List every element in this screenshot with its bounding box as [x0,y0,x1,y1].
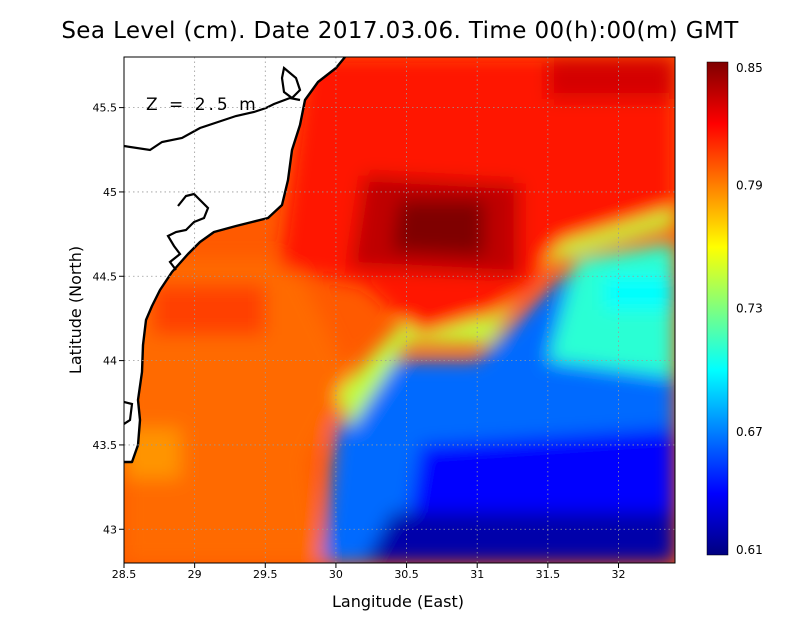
colorbar-tick-label: 0.61 [736,543,763,557]
field-patch [152,284,266,336]
y-tick-label: 43 [103,523,117,536]
river-inlet [280,65,302,100]
x-tick-label: 30.5 [394,568,419,581]
colorbar-tick-label: 0.79 [736,178,763,192]
y-tick-label: 45.5 [93,102,118,115]
lagoon-shore [166,192,210,271]
y-tick-label: 44 [103,355,117,368]
x-axis-title: Langitude (East) [332,592,464,611]
y-tick-label: 45 [103,186,117,199]
colorbar-frame [706,61,729,556]
plot-title: Sea Level (cm). Date 2017.03.06. Time 00… [61,18,739,44]
colorbar-tick-label: 0.67 [736,425,763,439]
x-tick-label: 28.5 [112,568,137,581]
colorbar-tick-label: 0.85 [736,61,763,75]
colorbar: 0.61 0.67 0.73 0.79 0.85 [706,61,763,557]
y-axis: 43 43.5 44 44.5 45 45.5 [93,102,124,536]
field-patch [364,512,675,563]
y-axis-title: Latitude (North) [66,246,85,374]
x-axis: 28.5 29 29.5 30 30.5 31 31.5 32 [112,563,625,581]
x-tick-label: 30 [329,568,343,581]
field-patch [335,208,675,429]
coastline [124,57,346,464]
field-patch [392,200,485,256]
x-tick-label: 32 [611,568,625,581]
colorbar-scale [707,62,728,555]
x-tick-label: 29 [188,568,202,581]
x-tick-label: 29.5 [253,568,278,581]
x-tick-label: 31.5 [536,568,561,581]
grid-lines [124,57,675,563]
x-tick-label: 31 [470,568,484,581]
field-patch [406,428,675,530]
sea-level-field [124,57,675,563]
y-tick-label: 44.5 [93,270,118,283]
colorbar-tick-label: 0.73 [736,302,763,316]
land-mask [124,57,346,464]
depth-label: Z = 2.5 m [146,95,259,115]
plot-frame [123,56,676,564]
y-tick-label: 43.5 [93,439,118,452]
field-patch [547,57,675,100]
danube-delta-coast [124,96,301,152]
field-patch [604,276,675,310]
western-coast-cape [124,400,134,425]
